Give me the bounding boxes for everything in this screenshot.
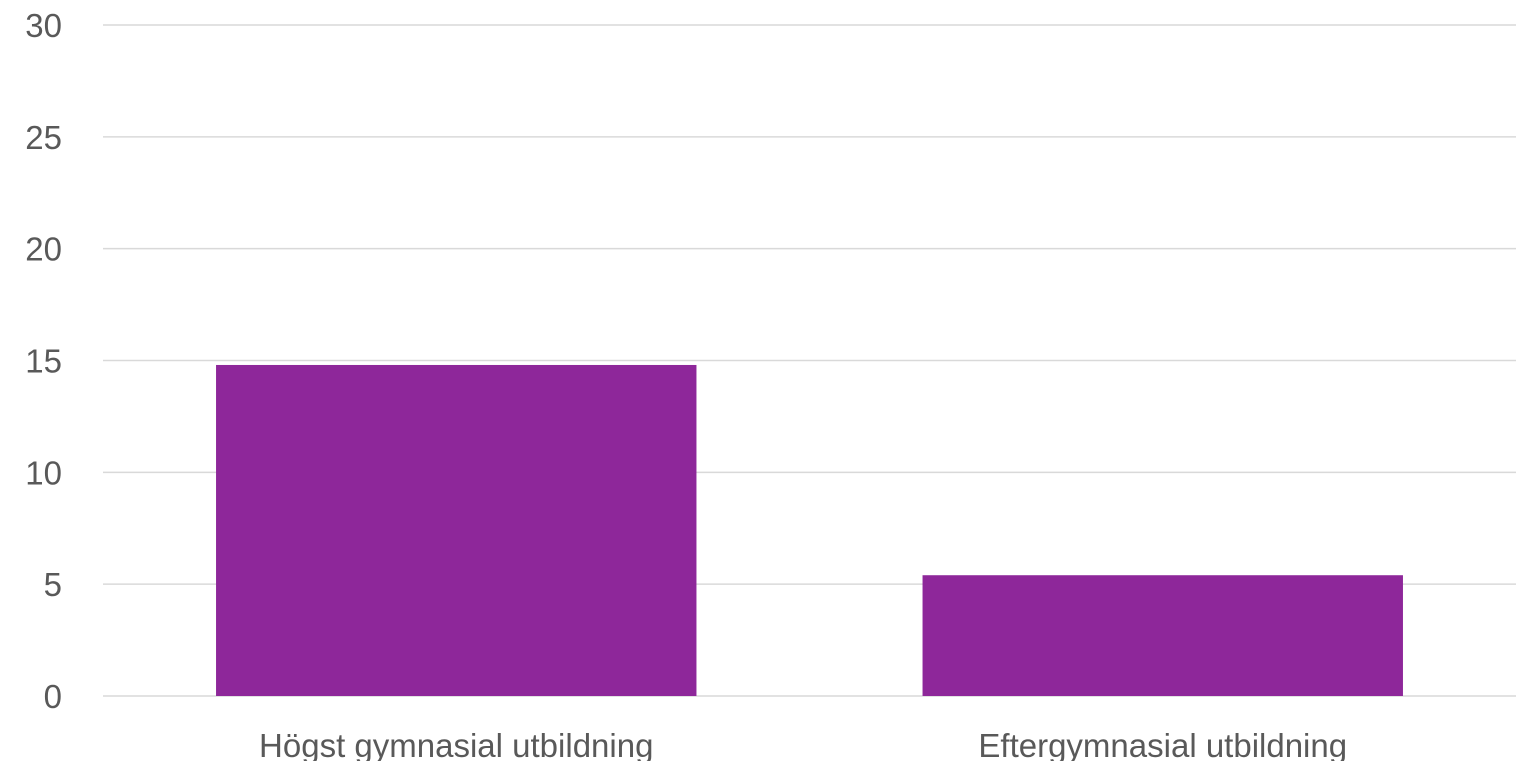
x-category-label: Högst gymnasial utbildning: [259, 727, 653, 761]
y-tick-label: 30: [25, 7, 62, 44]
y-tick-label: 10: [25, 454, 62, 491]
y-tick-label: 15: [25, 343, 62, 380]
bar-1: [216, 364, 697, 696]
y-tick-label: 20: [25, 231, 62, 268]
y-tick-label: 25: [25, 119, 62, 156]
bars: [216, 364, 1403, 696]
bar-2: [922, 575, 1403, 696]
y-tick-label: 5: [44, 566, 62, 603]
x-axis-category-labels: Högst gymnasial utbildning Eftergymnasial…: [259, 727, 1347, 761]
y-tick-label: 0: [44, 678, 62, 715]
y-axis-tick-labels: 0 5 10 15 20 25 30: [25, 7, 62, 715]
x-category-label: Eftergymnasial utbildning: [978, 727, 1347, 761]
